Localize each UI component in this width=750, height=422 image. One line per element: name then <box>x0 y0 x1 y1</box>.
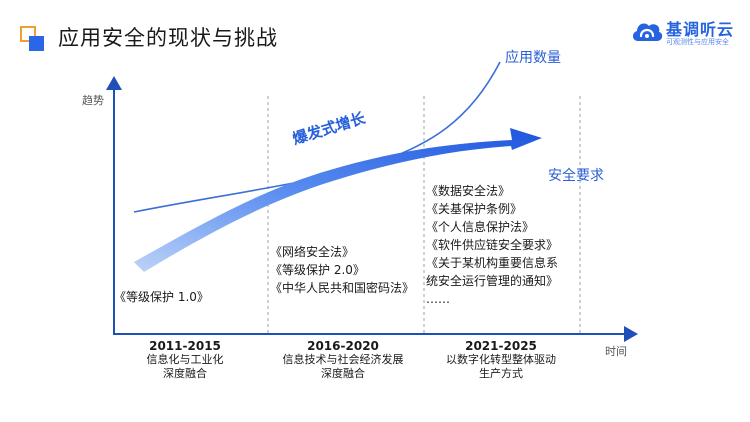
page-title: 应用安全的现状与挑战 <box>58 26 278 50</box>
security-trend-arrow <box>134 128 542 272</box>
law-item-ellipsis: …… <box>426 292 450 306</box>
period-1-caption: 2011-2015 信息化与工业化 深度融合 <box>110 339 260 381</box>
laws-period-1: 《等级保护 1.0》 <box>114 288 209 306</box>
law-item: 统安全运行管理的通知》 <box>426 274 559 288</box>
period-desc-line: 信息技术与社会经济发展 <box>282 353 404 366</box>
x-axis-label: 时间 <box>605 345 627 358</box>
title-squares-icon <box>20 26 46 52</box>
laws-period-3: 《数据安全法》 《关基保护条例》 《个人信息保护法》 《软件供应链安全要求》 《… <box>426 182 558 308</box>
app-count-label: 应用数量 <box>505 50 561 66</box>
law-item: 《网络安全法》 <box>270 245 355 259</box>
period-desc-line: 生产方式 <box>479 367 523 380</box>
brand-logo: 基调听云 可观测性与应用安全 <box>630 14 740 50</box>
brand-name: 基调听云 <box>666 20 735 39</box>
law-item: 《关基保护条例》 <box>426 202 523 216</box>
law-item: 《等级保护 1.0》 <box>114 290 209 304</box>
period-desc-line: 深度融合 <box>321 367 365 380</box>
law-item: 《个人信息保护法》 <box>426 220 535 234</box>
period-desc-line: 深度融合 <box>163 367 207 380</box>
period-3-caption: 2021-2025 以数字化转型整体驱动 生产方式 <box>426 339 576 381</box>
law-item: 《关于某机构重要信息系 <box>426 256 559 270</box>
cloud-logo-icon <box>632 23 663 41</box>
y-axis-label: 趋势 <box>82 94 104 107</box>
law-item: 《软件供应链安全要求》 <box>426 238 559 252</box>
period-2-caption: 2016-2020 信息技术与社会经济发展 深度融合 <box>268 339 418 381</box>
law-item: 《数据安全法》 <box>426 184 511 198</box>
law-item: 《等级保护 2.0》 <box>270 263 365 277</box>
period-years: 2011-2015 <box>149 339 221 353</box>
laws-period-2: 《网络安全法》 《等级保护 2.0》 《中华人民共和国密码法》 <box>270 243 414 297</box>
period-desc-line: 信息化与工业化 <box>146 353 224 366</box>
brand-slogan: 可观测性与应用安全 <box>666 38 729 46</box>
security-requirements-label: 安全要求 <box>548 168 604 184</box>
period-years: 2016-2020 <box>307 339 379 353</box>
period-years: 2021-2025 <box>465 339 537 353</box>
period-desc-line: 以数字化转型整体驱动 <box>446 353 556 366</box>
law-item: 《中华人民共和国密码法》 <box>270 281 415 295</box>
